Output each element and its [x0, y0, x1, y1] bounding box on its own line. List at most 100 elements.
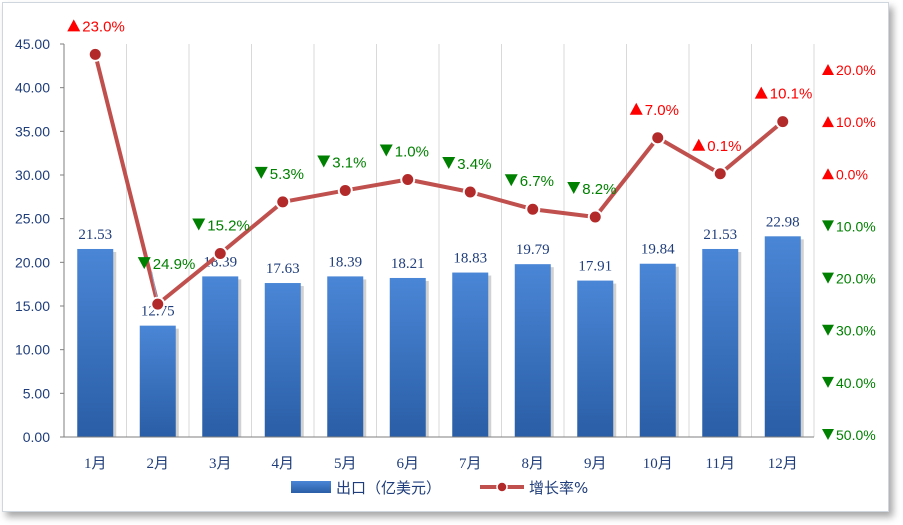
x-tick-label: 7月 [459, 456, 482, 472]
bar-value-label: 18.83 [453, 251, 487, 267]
down-triangle-icon [254, 166, 268, 179]
bar-value-label: 17.91 [578, 259, 612, 275]
y-left-tick-label: 25.00 [15, 211, 50, 227]
growth-point [525, 201, 541, 217]
y-right-tick-label: 20.0% [836, 62, 876, 78]
up-triangle-icon [629, 102, 643, 115]
growth-point [212, 246, 228, 262]
rate-value-label: 24.9% [153, 256, 196, 273]
rate-value-label: 1.0% [395, 144, 429, 161]
bar [764, 236, 801, 437]
legend-line-label: 增长率% [529, 479, 588, 497]
bar-value-label: 22.98 [766, 214, 800, 230]
bar-value-label: 12.75 [141, 304, 175, 320]
down-triangle-icon [137, 257, 151, 270]
up-triangle-icon [754, 86, 768, 99]
bar [327, 276, 364, 437]
growth-point [400, 172, 416, 187]
rate-value-label: 3.1% [332, 154, 366, 171]
x-tick-label: 1月 [84, 456, 107, 472]
y-left-tick-label: 35.00 [15, 123, 50, 139]
down-triangle-icon [822, 272, 834, 284]
growth-point [712, 166, 728, 182]
bar-value-label: 21.53 [703, 227, 737, 243]
bar-value-label: 21.53 [78, 227, 112, 243]
down-triangle-icon [317, 155, 331, 168]
up-triangle-icon [822, 116, 834, 128]
rate-value-label: 6.7% [520, 173, 554, 190]
up-triangle-icon [822, 168, 834, 180]
bar [514, 264, 551, 437]
x-tick-label: 6月 [396, 456, 419, 472]
y-right-tick-label: 10.0% [836, 114, 876, 130]
down-triangle-icon [379, 144, 393, 157]
growth-point [650, 130, 666, 146]
x-tick-label: 10月 [643, 456, 673, 472]
down-triangle-icon [192, 218, 206, 231]
bar [639, 263, 676, 437]
legend-line-marker [496, 481, 508, 493]
bar-value-label: 17.63 [266, 261, 300, 277]
y-left-tick-label: 20.00 [15, 254, 50, 270]
growth-point [587, 209, 603, 225]
growth-point [150, 296, 166, 312]
x-tick-label: 9月 [584, 456, 607, 472]
bar [577, 280, 614, 437]
y-right-tick-label: 20.0% [836, 271, 876, 287]
bar-value-label: 18.21 [391, 256, 425, 272]
x-tick-label: 2月 [146, 456, 169, 472]
x-tick-label: 4月 [271, 456, 294, 472]
rate-value-label: 0.1% [707, 138, 741, 155]
growth-line [93, 53, 785, 307]
bar [264, 283, 301, 437]
x-tick-label: 11月 [706, 456, 735, 472]
x-tick-label: 5月 [334, 456, 357, 472]
up-triangle-icon [692, 138, 706, 151]
down-triangle-icon [822, 324, 834, 336]
bar-value-label: 18.39 [328, 254, 362, 270]
x-tick-label: 8月 [521, 456, 544, 472]
bar [202, 276, 239, 437]
bar-value-label: 19.79 [516, 242, 550, 258]
down-triangle-icon [442, 157, 456, 170]
down-triangle-icon [822, 376, 834, 388]
bar [389, 277, 426, 437]
y-left-tick-label: 5.00 [23, 385, 50, 401]
y-left-tick-label: 15.00 [15, 298, 50, 314]
rate-value-label: 3.4% [457, 156, 491, 173]
rate-value-label: 7.0% [645, 102, 679, 119]
down-triangle-icon [822, 220, 834, 232]
rate-value-label: 15.2% [207, 218, 250, 235]
growth-point [87, 46, 103, 62]
rate-value-label: 8.2% [582, 181, 616, 198]
y-right-tick-label: 40.0% [836, 375, 876, 391]
down-triangle-icon [822, 429, 834, 440]
growth-point [462, 184, 478, 200]
y-right-tick-label: 50.0% [836, 427, 876, 443]
legend-bar-label: 出口（亿美元） [336, 479, 441, 497]
y-right-tick-label: 10.0% [836, 218, 876, 234]
bar [139, 325, 176, 437]
up-triangle-icon [822, 64, 834, 75]
y-left-tick-label: 10.00 [15, 342, 50, 358]
legend: 出口（亿美元） 增长率% [291, 479, 588, 497]
bar [452, 272, 489, 437]
growth-point [775, 114, 791, 130]
y-left-tick-label: 30.00 [15, 167, 50, 183]
up-triangle-icon [67, 19, 81, 32]
bar-value-label: 19.84 [641, 242, 675, 258]
growth-point [275, 194, 291, 210]
y-left-tick-label: 0.00 [23, 429, 50, 445]
x-tick-label: 12月 [768, 456, 798, 472]
y-left-tick-label: 45.00 [15, 36, 50, 52]
x-tick-label: 3月 [209, 456, 232, 472]
bar [702, 248, 739, 437]
rate-value-label: 10.1% [770, 86, 813, 103]
legend-bar-swatch [291, 481, 331, 493]
rate-label-leader [151, 272, 158, 298]
rate-value-label: 23.0% [82, 18, 125, 35]
y-left-tick-label: 40.00 [15, 80, 50, 96]
down-triangle-icon [504, 174, 518, 187]
down-triangle-icon [567, 182, 581, 195]
